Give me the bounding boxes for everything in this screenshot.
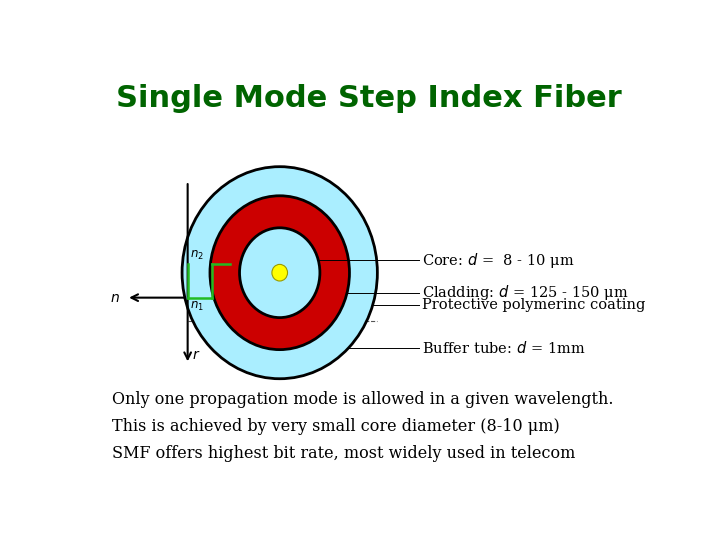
Text: SMF offers highest bit rate, most widely used in telecom: SMF offers highest bit rate, most widely… [112, 446, 576, 462]
Text: $n_2$: $n_2$ [190, 249, 204, 262]
Text: Protective polymerinc coating: Protective polymerinc coating [422, 298, 645, 312]
Text: $n_1$: $n_1$ [190, 300, 204, 313]
Text: Single Mode Step Index Fiber: Single Mode Step Index Fiber [116, 84, 622, 112]
Text: Buffer tube: $d$ = 1mm: Buffer tube: $d$ = 1mm [422, 340, 585, 356]
Ellipse shape [210, 196, 349, 349]
Text: $n$: $n$ [109, 291, 120, 305]
Text: Core: $d$ =  8 - 10 μm: Core: $d$ = 8 - 10 μm [422, 251, 575, 269]
Ellipse shape [182, 167, 377, 379]
Text: $r$: $r$ [192, 348, 201, 362]
Ellipse shape [240, 228, 320, 318]
Text: This is achieved by very small core diameter (8-10 μm): This is achieved by very small core diam… [112, 418, 560, 435]
Text: Only one propagation mode is allowed in a given wavelength.: Only one propagation mode is allowed in … [112, 391, 614, 408]
Ellipse shape [272, 265, 287, 281]
Text: Cladding: $d$ = 125 - 150 μm: Cladding: $d$ = 125 - 150 μm [422, 283, 629, 302]
